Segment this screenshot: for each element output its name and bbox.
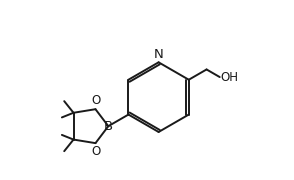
- Text: O: O: [92, 94, 101, 107]
- Text: B: B: [104, 120, 113, 133]
- Text: N: N: [154, 48, 163, 61]
- Text: OH: OH: [220, 71, 239, 84]
- Text: O: O: [92, 145, 101, 158]
